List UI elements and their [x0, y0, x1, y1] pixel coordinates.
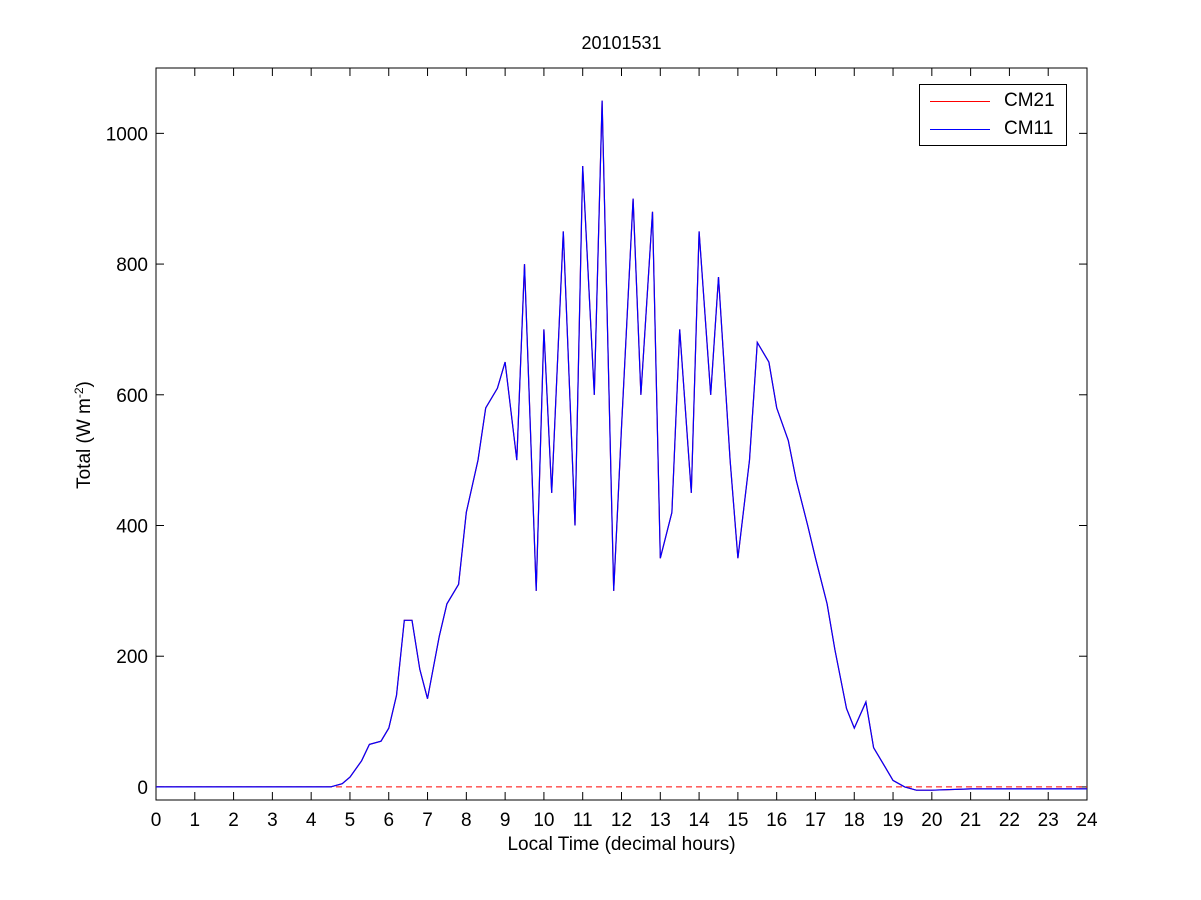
x-tick-label: 5 [345, 810, 356, 831]
y-tick-label: 0 [137, 778, 148, 799]
x-tick-label: 18 [844, 810, 865, 831]
x-tick-label: 3 [267, 810, 278, 831]
x-tick-label: 2 [228, 810, 239, 831]
legend: CM21 CM11 [919, 84, 1067, 146]
x-tick-label: 8 [461, 810, 472, 831]
x-tick-label: 9 [500, 810, 511, 831]
x-tick-label: 13 [650, 810, 671, 831]
y-axis-label: Total (W m-2) [72, 381, 96, 489]
y-axis-label-close: ) [74, 381, 96, 388]
x-tick-label: 20 [921, 810, 942, 831]
x-tick-label: 21 [960, 810, 981, 831]
series-line-cm21 [156, 100, 1087, 791]
legend-label-cm21: CM21 [1004, 90, 1055, 111]
y-tick-label: 1000 [106, 124, 148, 145]
y-tick-label: 400 [116, 517, 148, 538]
x-tick-label: 10 [533, 810, 554, 831]
y-tick-label: 600 [116, 386, 148, 407]
legend-item-cm21: CM21 [920, 88, 1066, 114]
y-tick-label: 800 [116, 255, 148, 276]
x-tick-label: 14 [689, 810, 711, 831]
x-tick-label: 11 [573, 810, 593, 831]
y-axis-label-main: Total (W m [74, 398, 96, 489]
x-tick-label: 15 [727, 810, 748, 831]
legend-item-cm11: CM11 [920, 116, 1066, 142]
x-tick-label: 22 [999, 810, 1020, 831]
y-tick-label: 200 [116, 647, 148, 668]
y-axis-label-exponent: -2 [71, 387, 86, 399]
x-tick-label: 19 [882, 810, 903, 831]
x-tick-label: 12 [611, 810, 632, 831]
x-tick-label: 23 [1038, 810, 1059, 831]
x-tick-label: 24 [1076, 810, 1098, 831]
chart-title: 20101531 [581, 33, 662, 53]
x-tick-label: 4 [306, 810, 317, 831]
x-tick-label: 16 [766, 810, 787, 831]
x-tick-label: 7 [422, 810, 433, 831]
x-tick-label: 1 [190, 810, 201, 831]
legend-label-cm11: CM11 [1004, 118, 1054, 139]
x-tick-label: 0 [151, 810, 162, 831]
x-tick-label: 6 [383, 810, 394, 831]
legend-swatch-cm11 [930, 129, 990, 130]
x-axis-label: Local Time (decimal hours) [507, 834, 736, 855]
series-line-cm11 [156, 100, 1087, 791]
legend-swatch-cm21 [930, 101, 990, 102]
x-tick-label: 17 [805, 810, 826, 831]
